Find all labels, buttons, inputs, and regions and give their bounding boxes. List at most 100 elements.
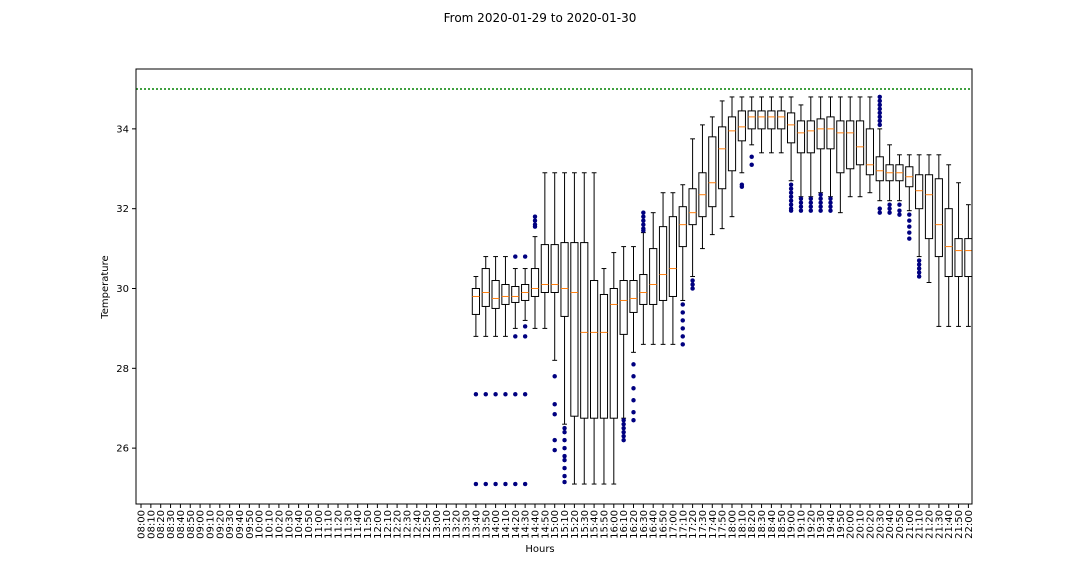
x-tick-label: 09:10 xyxy=(205,510,216,539)
outlier-point xyxy=(916,270,922,275)
outlier-point xyxy=(680,310,685,315)
x-tick-label: 21:00 xyxy=(905,510,916,539)
box-1920 xyxy=(806,96,815,213)
outlier-point xyxy=(552,374,557,379)
box-1420 xyxy=(511,254,520,487)
outlier-point xyxy=(808,200,814,205)
box-iqr xyxy=(471,287,480,315)
box-2100 xyxy=(905,154,914,241)
box-1830 xyxy=(757,96,766,154)
x-tick-label: 12:30 xyxy=(402,510,413,539)
x-axis-label: Hours xyxy=(525,544,554,555)
y-axis-label: Temperature xyxy=(100,255,111,319)
outlier-point xyxy=(877,94,882,100)
outlier-point xyxy=(562,429,567,435)
x-tick-label: 12:00 xyxy=(373,510,384,539)
y-tick-label: 34 xyxy=(116,124,129,135)
x-tick-label: 19:00 xyxy=(787,510,798,539)
x-tick-label: 21:10 xyxy=(915,510,926,539)
box-1840 xyxy=(767,96,776,154)
outlier-point xyxy=(808,204,814,209)
outlier-point xyxy=(907,218,912,223)
outlier-point xyxy=(562,465,567,471)
outlier-point xyxy=(522,392,528,397)
outlier-point xyxy=(513,254,518,259)
box-1750 xyxy=(718,100,727,230)
outlier-point xyxy=(522,254,528,259)
outlier-point xyxy=(503,481,508,487)
box-2030 xyxy=(875,94,884,215)
box-1610 xyxy=(619,246,628,443)
outlier-point xyxy=(562,425,567,431)
x-tick-label: 10:20 xyxy=(274,510,285,539)
x-tick-label: 14:30 xyxy=(521,510,532,539)
outlier-point xyxy=(788,198,794,203)
box-iqr xyxy=(787,112,796,144)
box-2130 xyxy=(934,154,943,327)
outlier-point xyxy=(631,409,636,415)
box-iqr xyxy=(806,120,815,154)
x-tick-label: 20:00 xyxy=(846,510,857,539)
outlier-point xyxy=(877,110,882,116)
box-2010 xyxy=(855,96,865,198)
box-1720 xyxy=(688,138,697,291)
outlier-point xyxy=(798,208,804,213)
outlier-point xyxy=(749,162,754,168)
y-tick-label: 32 xyxy=(116,204,129,215)
x-tick-label: 17:40 xyxy=(708,510,719,539)
outlier-point xyxy=(522,481,528,487)
box-iqr xyxy=(560,242,569,317)
x-tick-label: 08:20 xyxy=(156,510,167,539)
box-iqr xyxy=(678,206,687,248)
x-tick-label: 12:50 xyxy=(422,510,433,539)
x-tick-label: 21:40 xyxy=(944,510,955,539)
box-2000 xyxy=(846,96,855,198)
x-tick-label: 10:00 xyxy=(255,510,266,539)
outlier-point xyxy=(680,318,685,323)
box-1710 xyxy=(678,184,687,347)
box-iqr xyxy=(530,268,540,297)
outlier-point xyxy=(562,437,567,443)
x-tick-label: 08:10 xyxy=(146,510,157,539)
x-tick-label: 22:00 xyxy=(964,510,975,539)
x-tick-label: 09:00 xyxy=(196,510,207,539)
outlier-point xyxy=(818,204,823,209)
box-iqr xyxy=(580,242,589,419)
x-tick-label: 08:30 xyxy=(166,510,177,539)
outlier-point xyxy=(631,362,636,367)
outlier-point xyxy=(680,326,685,331)
box-iqr xyxy=(718,126,727,190)
x-tick-label: 16:30 xyxy=(639,510,650,539)
outlier-point xyxy=(788,194,794,199)
outlier-point xyxy=(562,445,567,451)
x-tick-label: 20:20 xyxy=(865,510,876,539)
x-tick-label: 13:10 xyxy=(442,510,453,539)
outlier-point xyxy=(877,210,882,215)
outlier-point xyxy=(562,457,567,463)
box-1500 xyxy=(550,172,559,453)
x-tick-label: 20:40 xyxy=(885,510,896,539)
outlier-point xyxy=(621,421,626,427)
box-1810 xyxy=(737,96,746,189)
outlier-point xyxy=(532,218,538,223)
x-tick-label: 13:20 xyxy=(452,510,463,539)
outlier-point xyxy=(631,397,636,403)
box-2200 xyxy=(964,204,973,327)
outlier-point xyxy=(897,202,902,207)
outlier-point xyxy=(532,214,538,219)
x-tick-label: 12:20 xyxy=(393,510,404,539)
chart-title: From 2020-01-29 to 2020-01-30 xyxy=(444,11,637,25)
outlier-point xyxy=(552,437,557,443)
x-tick-label: 11:40 xyxy=(353,510,364,539)
x-tick-label: 12:10 xyxy=(383,510,394,539)
outlier-point xyxy=(877,206,882,211)
box-1510 xyxy=(560,172,569,485)
outlier-point xyxy=(788,182,794,187)
x-tick-label: 10:30 xyxy=(284,510,295,539)
outlier-point xyxy=(818,200,823,205)
outlier-point xyxy=(621,417,626,423)
outlier-point xyxy=(562,453,567,459)
outlier-point xyxy=(788,186,794,191)
x-tick-label: 15:30 xyxy=(580,510,591,539)
x-tick-label: 14:50 xyxy=(540,510,551,539)
